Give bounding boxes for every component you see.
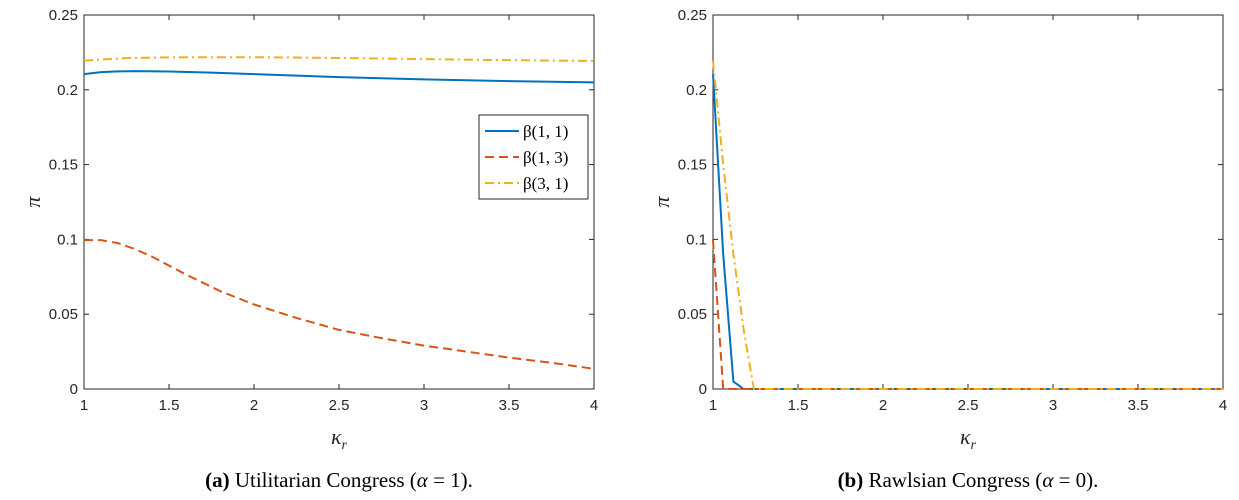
caption-a: (a) Utilitarian Congress (α = 1). [205,468,473,492]
x-tick-label: 2.5 [958,397,979,414]
y-tick-label: 0.05 [678,306,707,323]
y-tick-label: 0.1 [686,231,707,248]
x-tick-label: 4 [1219,397,1227,414]
x-tick-label: 2 [250,397,258,414]
x-tick-label: 3 [1049,397,1057,414]
y-tick-label: 0.25 [49,7,78,24]
x-tick-label: 4 [590,397,598,414]
x-tick-label: 2.5 [329,397,350,414]
x-tick-label: 2 [879,397,887,414]
y-tick-label: 0.15 [678,157,707,174]
legend-a: β(1, 1) β(1, 3) β(3, 1) [478,114,589,200]
series-line-b-2 [712,240,1223,390]
x-axis-label-a: κr [331,424,348,453]
y-tick-label: 0.1 [57,231,78,248]
legend-label: β(1, 3) [523,148,568,167]
legend-label: β(3, 1) [523,174,568,193]
y-axis-label-b: π [649,196,674,208]
y-tick-label: 0.25 [678,7,707,24]
y-axis-label-a: π [20,196,45,208]
legend-label: β(1, 1) [523,122,568,141]
ticks-a: 1 1.5 2 2.5 3 3.5 4 0 0.05 0.1 0.15 0.2 0.25 [49,7,598,414]
y-tick-label: 0.2 [686,82,707,99]
plot-area-b [712,14,1224,390]
x-tick-label: 1 [80,397,88,414]
series-line-a-3 [83,56,595,62]
panel-a: 1 1.5 2 2.5 3 3.5 4 0 0.05 0.1 0.15 0.2 0.25 β(1, 1)… [20,7,598,492]
y-tick-label: 0 [699,381,707,398]
x-tick-label: 1.5 [159,397,180,414]
series-lines-a [83,56,595,370]
ticks-b: 1 1.5 2 2.5 3 3.5 4 0 0.05 0.1 0.15 0.2 0.25 [678,7,1227,414]
panel-b: 1 1.5 2 2.5 3 3.5 4 0 0.05 0.1 0.15 0.2 0.25 κr π (b… [649,7,1227,492]
legend-box [478,114,589,200]
series-line-b-3 [712,60,1223,390]
x-tick-label: 1 [709,397,717,414]
y-tick-label: 0.2 [57,82,78,99]
y-tick-label: 0.15 [49,157,78,174]
series-lines-b [712,60,1223,390]
x-axis-label-b: κr [960,424,977,453]
series-line-a-2 [84,239,595,370]
x-tick-label: 3.5 [499,397,520,414]
x-tick-label: 1.5 [788,397,809,414]
y-tick-label: 0 [70,381,78,398]
series-line-a-1 [83,70,595,84]
x-tick-label: 3.5 [1128,397,1149,414]
caption-b: (b) Rawlsian Congress (α = 0). [838,468,1099,492]
y-tick-label: 0.05 [49,306,78,323]
x-tick-label: 3 [420,397,428,414]
